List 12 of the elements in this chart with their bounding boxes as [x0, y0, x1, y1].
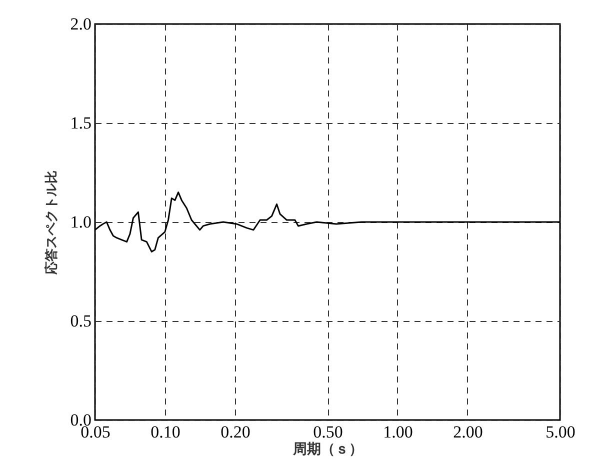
x-tick-label: 0.20	[220, 422, 250, 442]
x-tick-label: 1.00	[383, 422, 413, 442]
y-tick-label: 0.5	[70, 312, 92, 330]
y-tick-label: 1.0	[70, 212, 92, 232]
x-tick-label: 2.00	[453, 422, 483, 442]
y-axis-title: 応答スペクトル比	[43, 170, 60, 276]
x-tick-label: 0.10	[150, 422, 180, 442]
y-tick-label: 2.0	[70, 14, 92, 34]
x-axis-title: 周期（ｓ）	[292, 442, 363, 458]
y-tick-label: 1.5	[70, 114, 92, 132]
x-tick-label: 0.50	[313, 422, 343, 442]
x-tick-label: 5.00	[546, 422, 576, 442]
